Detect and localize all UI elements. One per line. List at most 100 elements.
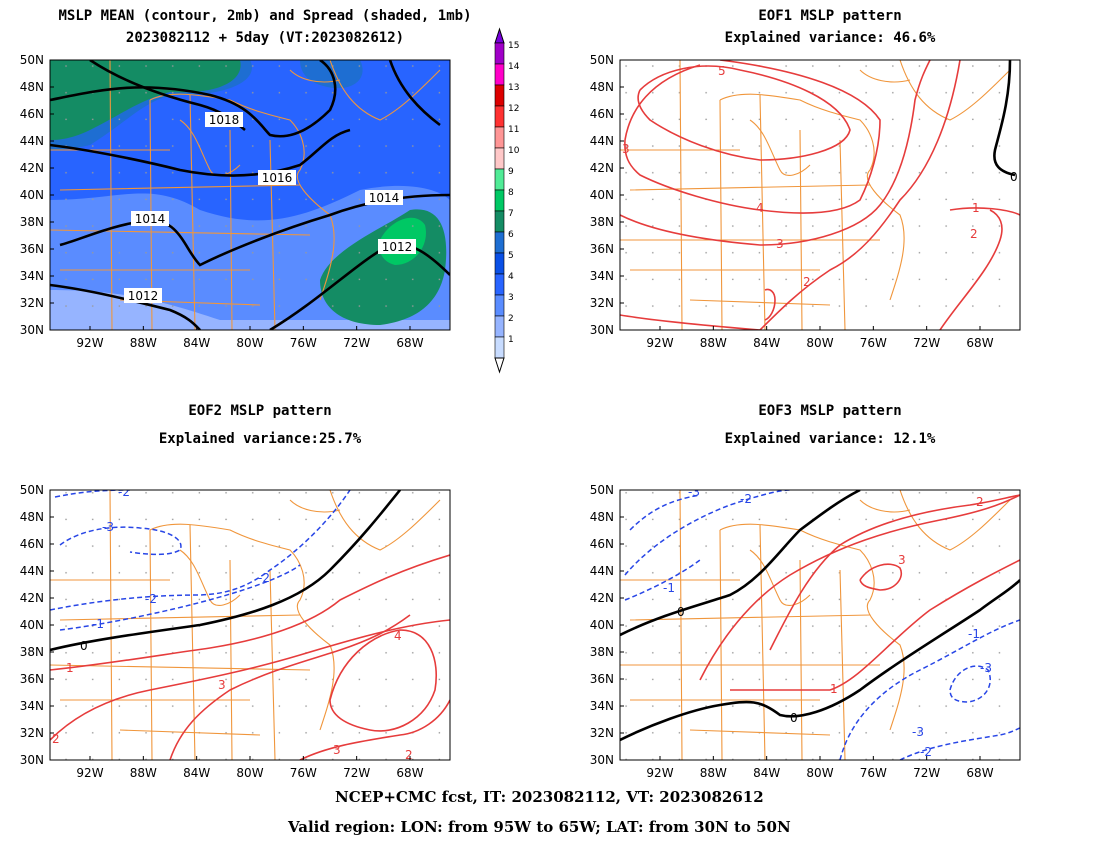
svg-text:0: 0 (677, 605, 685, 619)
contour-label-1018: 1018 (209, 113, 240, 127)
lat-tick-label: 32N (20, 726, 44, 740)
colorbar-label: 9 (508, 167, 514, 177)
svg-text:2: 2 (803, 275, 811, 289)
lat-tick-label: 30N (590, 323, 614, 337)
lat-tick-label: 44N (20, 564, 44, 578)
panel1-title: MSLP MEAN (contour, 2mb) and Spread (sha… (58, 8, 472, 46)
contour-label-1012b: 1012 (128, 289, 159, 303)
lat-tick-label: 38N (20, 215, 44, 229)
eof3-positive-contours (699, 494, 1020, 691)
lat-tick-label: 30N (20, 753, 44, 767)
eof3-map: -3 -2 -1 0 2 3 1 0 -1 -3 -3 -2 (620, 485, 1020, 760)
lat-tick-label: 32N (20, 296, 44, 310)
lon-tick-label: 76W (290, 766, 317, 780)
colorbar-top-arrow (494, 27, 505, 44)
grid-dots-2 (620, 60, 1020, 330)
svg-text:0: 0 (790, 711, 798, 725)
svg-text:1: 1 (830, 682, 838, 696)
eof2-contour-labels: -2 -3 -2 -1 0 1 4 3 3 -2 2 2 (52, 490, 413, 760)
svg-text:-3: -3 (688, 485, 700, 499)
contour-label-1016: 1016 (262, 171, 293, 185)
colorbar-swatch (494, 252, 505, 275)
colorbar-swatch (494, 294, 505, 317)
svg-text:0: 0 (80, 639, 88, 653)
lat-tick-label: 38N (590, 215, 614, 229)
colorbar-label: 11 (508, 125, 519, 135)
lon-tick-label: 88W (700, 336, 727, 350)
colorbar-label: 10 (508, 146, 520, 156)
lat-tick-label: 42N (590, 161, 614, 175)
colorbar-label: 2 (508, 314, 514, 324)
svg-text:-1: -1 (663, 581, 675, 595)
lat-tick-label: 36N (590, 242, 614, 256)
svg-text:-3: -3 (980, 661, 992, 675)
colorbar-swatch (494, 168, 505, 191)
eof3-zero-contour-north (620, 490, 861, 637)
lat-tick-label: 48N (590, 510, 614, 524)
svg-text:3: 3 (898, 553, 906, 567)
lat-tick-label: 48N (590, 80, 614, 94)
lat-tick-label: 40N (20, 188, 44, 202)
svg-text:3: 3 (333, 743, 341, 757)
lat-tick-label: 48N (20, 80, 44, 94)
lon-tick-label: 76W (860, 766, 887, 780)
lat-tick-label: 50N (590, 53, 614, 67)
colorbar-label: 13 (508, 83, 519, 93)
lat-tick-label: 42N (20, 161, 44, 175)
eof1-zero-contour (993, 60, 1016, 177)
lon-tick-label: 92W (76, 336, 103, 350)
svg-text:-1: -1 (968, 627, 980, 641)
svg-text:-2: -2 (258, 571, 270, 585)
svg-text:2: 2 (52, 732, 60, 746)
lat-tick-label: 46N (20, 107, 44, 121)
grid-dots-4 (620, 490, 1020, 760)
colorbar-label: 3 (508, 293, 514, 303)
lon-tick-label: 92W (646, 336, 673, 350)
lat-tick-label: 40N (590, 188, 614, 202)
axis-labels: 50N 48N 46N 44N 42N 40N 38N 36N 34N 32N 30N 92W 88W 8… (20, 53, 994, 780)
eof1-map: 5 4 3 2 2 1 3 0 (620, 60, 1020, 330)
lon-tick-label: 88W (700, 766, 727, 780)
lat-tick-label: 32N (590, 726, 614, 740)
lat-tick-label: 42N (20, 591, 44, 605)
svg-text:-3: -3 (912, 725, 924, 739)
colorbar-swatch (494, 273, 505, 296)
lat-tick-label: 34N (590, 699, 614, 713)
svg-text:2: 2 (970, 227, 978, 241)
colorbar-swatch (494, 42, 505, 65)
lon-tick-label: 92W (76, 766, 103, 780)
lat-tick-label: 34N (20, 699, 44, 713)
colorbar-swatch (494, 231, 505, 254)
lon-tick-label: 72W (913, 766, 940, 780)
contour-label-1014a: 1014 (369, 191, 400, 205)
contour-label-1014b: 1014 (135, 212, 166, 226)
eof1-positive-contours (620, 60, 1020, 330)
lat-tick-label: 38N (590, 645, 614, 659)
lat-tick-label: 50N (20, 53, 44, 67)
svg-text:3: 3 (776, 237, 784, 251)
svg-text:0: 0 (1010, 170, 1018, 184)
lat-tick-label: 44N (590, 564, 614, 578)
lat-tick-label: 36N (590, 672, 614, 686)
lat-tick-label: 42N (590, 591, 614, 605)
lat-tick-label: 46N (20, 537, 44, 551)
eof2-zero-contour (50, 490, 402, 652)
lon-tick-label: 84W (753, 766, 780, 780)
lon-tick-label: 68W (396, 766, 423, 780)
lat-tick-label: 50N (20, 483, 44, 497)
lat-tick-label: 46N (590, 107, 614, 121)
svg-text:-3: -3 (102, 520, 114, 534)
colorbar-swatch (494, 63, 505, 86)
svg-text:1: 1 (66, 661, 74, 675)
svg-text:4: 4 (394, 629, 402, 643)
svg-text:1: 1 (972, 201, 980, 215)
colorbar-swatch (494, 84, 505, 107)
contour-label-1012a: 1012 (382, 240, 413, 254)
lat-tick-label: 38N (20, 645, 44, 659)
lat-tick-label: 30N (20, 323, 44, 337)
lon-tick-label: 68W (396, 336, 423, 350)
lon-tick-label: 72W (343, 766, 370, 780)
spread-colorbar: 15 14 13 12 11 10 9 8 7 6 5 4 3 2 1 (494, 27, 520, 374)
grid-dots-3 (50, 490, 450, 760)
